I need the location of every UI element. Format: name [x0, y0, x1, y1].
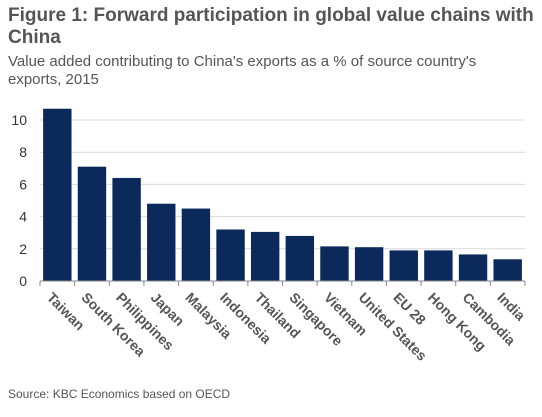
y-tick-label: 2: [19, 241, 27, 257]
bar: [216, 229, 245, 281]
bar: [493, 259, 522, 281]
bars: [43, 108, 522, 281]
bar: [181, 208, 211, 281]
category-label: Taiwan: [44, 289, 88, 333]
chart-title: Figure 1: Forward participation in globa…: [8, 5, 534, 48]
y-tick-label: 4: [19, 209, 27, 225]
bar: [77, 166, 107, 281]
y-tick-label: 6: [19, 176, 27, 192]
bar: [424, 250, 453, 281]
chart-subtitle: Value added contributing to China's expo…: [8, 53, 477, 88]
bar: [250, 231, 280, 281]
bar: [389, 250, 418, 281]
bar: [43, 108, 72, 281]
bar: [458, 254, 488, 281]
axes: [39, 280, 526, 286]
bar: [112, 177, 141, 281]
source-note: Source: KBC Economics based on OECD: [8, 387, 231, 401]
bar: [147, 203, 176, 281]
bar: [320, 246, 349, 281]
bar: [285, 235, 315, 281]
y-tick-label: 0: [19, 273, 27, 289]
bar: [354, 247, 384, 281]
y-tick-label: 10: [11, 112, 27, 128]
y-tick-label: 8: [19, 144, 27, 160]
